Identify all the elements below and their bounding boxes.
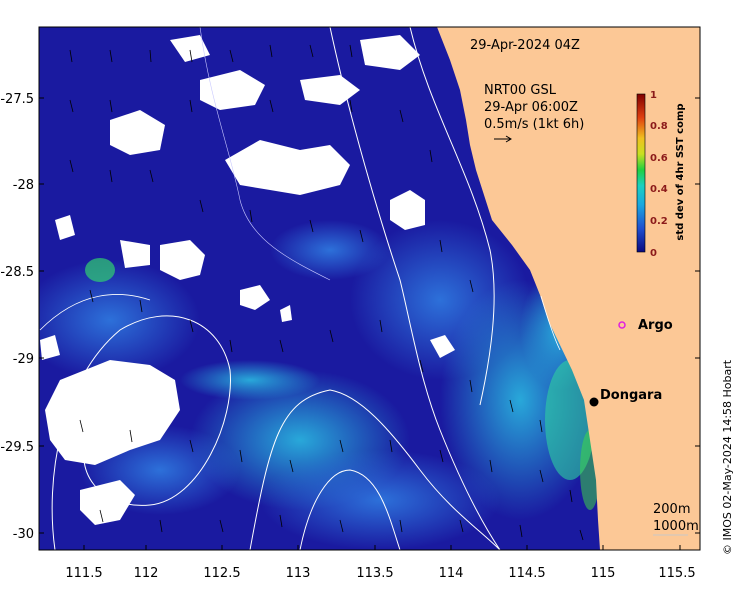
- dongara-label: Dongara: [600, 388, 662, 403]
- current-scale-arrow: [494, 135, 512, 143]
- colorbar-tick: 0.2: [650, 216, 668, 227]
- y-tick-label: -29: [13, 352, 34, 367]
- argo-label: Argo: [638, 318, 673, 333]
- y-axis-ticks: [39, 97, 700, 534]
- argo-float-marker[interactable]: [618, 321, 626, 329]
- x-tick-label: 111.5: [65, 566, 102, 581]
- x-tick-label: 112: [134, 566, 159, 581]
- colorbar-tick: 0: [650, 248, 657, 259]
- colorbar-tick: 0.6: [650, 153, 668, 164]
- bathymetry-1000m-label: 1000m: [653, 519, 699, 534]
- x-tick-label: 112.5: [203, 566, 240, 581]
- timestamp-label: 29-Apr-2024 04Z: [470, 38, 580, 53]
- colorbar-tick: 0.8: [650, 121, 668, 132]
- bathymetry-200m-label: 200m: [653, 502, 690, 517]
- y-tick-label: -28.5: [0, 265, 34, 280]
- current-source-label: NRT00 GSL: [484, 83, 557, 98]
- dongara-marker[interactable]: [589, 397, 599, 407]
- y-tick-label: -29.5: [0, 440, 34, 455]
- colorbar-gradient: [636, 93, 646, 253]
- y-tick-label: -30: [13, 527, 34, 542]
- colorbar-title: std dev of 4hr SST comp: [675, 103, 686, 240]
- y-tick-label: -27.5: [0, 92, 34, 107]
- x-tick-label: 114.5: [508, 566, 545, 581]
- cloud-mask: [40, 35, 455, 525]
- current-vectors: [69, 44, 584, 541]
- plot-frame: [38, 26, 701, 551]
- colorbar-tick: 0.4: [650, 184, 668, 195]
- x-axis-ticks: [83, 545, 681, 550]
- x-tick-label: 115: [591, 566, 616, 581]
- current-time-label: 29-Apr 06:00Z: [484, 100, 578, 115]
- y-axis-labels: -27.5 -28 -28.5 -29 -29.5 -30: [0, 92, 34, 542]
- x-tick-label: 115.5: [658, 566, 695, 581]
- land-mass: [437, 27, 700, 550]
- colorbar: 1 0.8 0.6 0.4 0.2 0 std dev of 4hr SST c…: [636, 90, 686, 259]
- y-tick-label: -28: [13, 178, 34, 193]
- x-axis-labels: 111.5 112 112.5 113 113.5 114 114.5 115 …: [65, 566, 695, 581]
- current-scale-label: 0.5m/s (1kt 6h): [484, 117, 584, 132]
- bathymetry-contours: [39, 27, 561, 550]
- colorbar-tick: 1: [650, 90, 657, 101]
- credit-label: © IMOS 02-May-2024 14:58 Hobart: [721, 359, 734, 555]
- x-tick-label: 113: [286, 566, 311, 581]
- x-tick-label: 113.5: [356, 566, 393, 581]
- x-tick-label: 114: [439, 566, 464, 581]
